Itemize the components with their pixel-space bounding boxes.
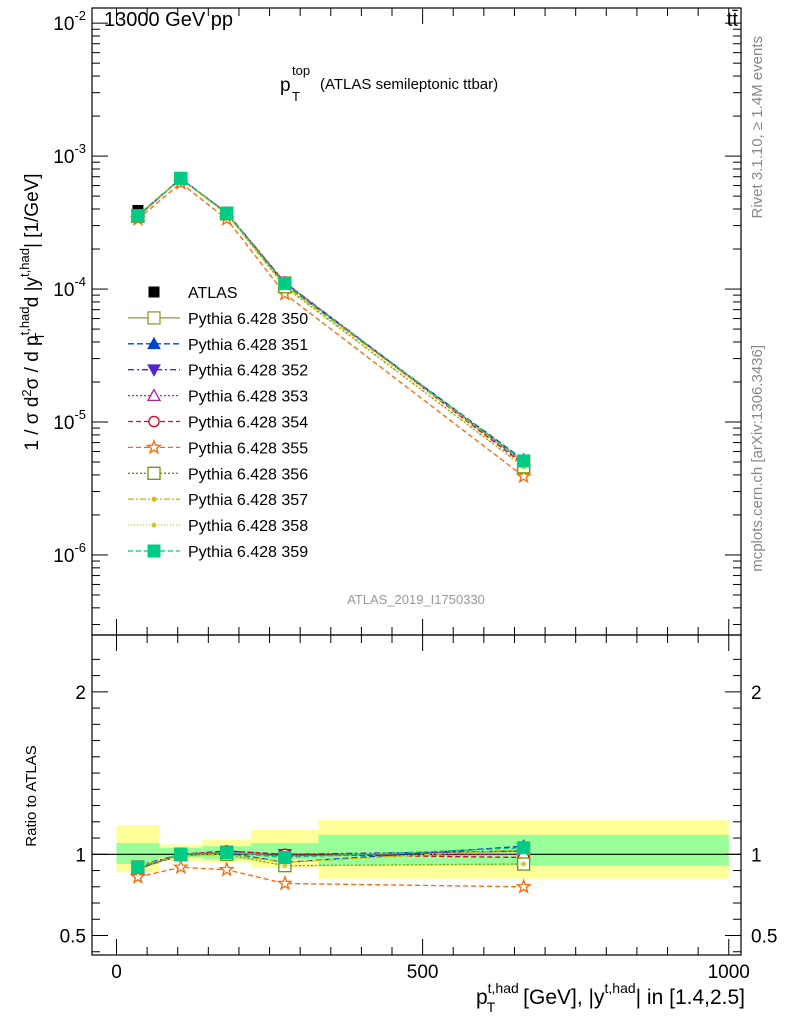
ratio-y-tick-label: 1: [75, 845, 86, 866]
analysis-id-label: ATLAS_2019_I1750330: [347, 592, 485, 607]
data-point: [521, 861, 527, 867]
ratio-frame: [91, 634, 742, 956]
legend-marker: [147, 336, 161, 350]
main-series-s359: [131, 171, 531, 468]
svg-text:p: p: [280, 75, 291, 96]
x-axis-label: pt,had T [GeV], |yt,had| in [1.4,2.5]: [476, 980, 745, 1015]
legend-entry-s350: Pythia 6.428 350: [128, 311, 308, 328]
y-tick-label: 10-3: [53, 141, 86, 168]
svg-text:top: top: [292, 63, 310, 78]
series-line: [137, 178, 524, 468]
legend-marker: [146, 388, 162, 402]
plot-title: p top T (ATLAS semileptonic ttbar): [280, 63, 498, 104]
ratio-y-tick-label-right: 0.5: [751, 927, 777, 948]
legend-marker: [147, 544, 161, 558]
main-y-axis-label: 1 / σ d2σ / d pt,hadT d |yt,had| [1/GeV]: [17, 173, 47, 450]
header-collision-label: 13000 GeV pp: [104, 9, 233, 31]
legend: ATLAS Pythia 6.428 350 Pythia 6.428 351 Pyt…: [128, 285, 308, 561]
ratio-y-tick-label-right: 2: [751, 683, 762, 704]
ratio-panel: 0.5 0.5 1 1 2 2 0 500 1000: [60, 634, 777, 983]
legend-label: Pythia 6.428 350: [188, 311, 308, 328]
y-tick-label: 10-4: [53, 274, 86, 301]
legend-entry-atlas: ATLAS: [148, 285, 238, 302]
legend-entry-s359: Pythia 6.428 359: [128, 544, 308, 561]
legend-marker: [148, 415, 160, 428]
legend-entry-s358: Pythia 6.428 358: [128, 518, 308, 535]
data-point: [515, 467, 532, 484]
legend-label: Pythia 6.428 358: [188, 518, 308, 535]
legend-label: Pythia 6.428 359: [188, 544, 308, 561]
legend-label: Pythia 6.428 353: [188, 389, 308, 406]
data-point: [278, 277, 292, 291]
legend-entry-s354: Pythia 6.428 354: [128, 415, 308, 432]
x-tick-label: 1000: [708, 962, 750, 983]
data-point: [220, 206, 234, 220]
y-tick-label: 10-6: [53, 540, 86, 567]
legend-entry-s351: Pythia 6.428 351: [128, 336, 308, 354]
legend-entry-s353: Pythia 6.428 353: [128, 388, 308, 406]
rivet-version-label: Rivet 3.1.10, ≥ 1.4M events: [749, 36, 766, 219]
ratio-y-axis-label: Ratio to ATLAS: [23, 745, 40, 846]
data-point: [172, 858, 189, 875]
data-point: [278, 851, 292, 865]
data-point: [220, 846, 234, 860]
legend-marker: [151, 496, 157, 502]
y-tick-label: 10-5: [53, 407, 86, 434]
legend-entry-s355: Pythia 6.428 355: [128, 438, 308, 457]
legend-marker: [145, 438, 163, 455]
data-point: [174, 171, 188, 185]
legend-marker: [147, 364, 161, 377]
legend-marker: [151, 522, 157, 528]
legend-label: Pythia 6.428 356: [188, 466, 308, 483]
legend-marker: [147, 466, 161, 480]
legend-label: Pythia 6.428 354: [188, 415, 308, 432]
x-tick-label: 500: [407, 962, 439, 983]
uncertainty-band-inner: [116, 842, 160, 865]
main-series-s355: [129, 174, 532, 484]
data-point: [174, 847, 188, 861]
legend-entry-s356: Pythia 6.428 356: [128, 466, 308, 483]
data-point: [276, 874, 293, 891]
legend-label: ATLAS: [188, 285, 238, 302]
mcplots-label: mcplots.cern.ch [arXiv:1306.3436]: [749, 345, 766, 572]
ratio-y-tick-label: 0.5: [60, 927, 86, 948]
data-point: [517, 841, 531, 855]
svg-text:(ATLAS semileptonic ttbar): (ATLAS semileptonic ttbar): [320, 76, 498, 93]
legend-marker: [147, 311, 161, 325]
legend-label: Pythia 6.428 352: [188, 363, 308, 380]
data-point: [131, 209, 145, 223]
legend-entry-s352: Pythia 6.428 352: [128, 363, 308, 380]
data-point: [515, 878, 532, 894]
main-panel: 10-6 10-5 10-4 10-3 10-2: [53, 7, 742, 955]
series-line: [137, 850, 524, 867]
data-point: [131, 860, 145, 874]
data-point: [218, 861, 235, 877]
y-tick-label: 10-2: [53, 8, 86, 35]
svg-text:T: T: [292, 89, 300, 104]
data-point: [129, 868, 146, 885]
legend-label: Pythia 6.428 355: [188, 440, 308, 457]
data-point: [282, 863, 288, 869]
ratio-series-s359: [131, 841, 531, 874]
ratio-y-tick-label-right: 1: [751, 845, 762, 866]
data-point: [517, 454, 531, 468]
series-line: [137, 182, 524, 477]
legend-marker: [148, 286, 160, 298]
legend-label: Pythia 6.428 351: [188, 337, 308, 354]
ratio-y-tick-label: 2: [75, 683, 86, 704]
legend-label: Pythia 6.428 357: [188, 492, 308, 509]
series-line: [137, 852, 524, 870]
x-tick-label: 0: [111, 962, 122, 983]
ratio-series-s355: [129, 858, 532, 894]
header-process-label: tt̄: [727, 9, 739, 31]
legend-entry-s357: Pythia 6.428 357: [128, 492, 308, 509]
